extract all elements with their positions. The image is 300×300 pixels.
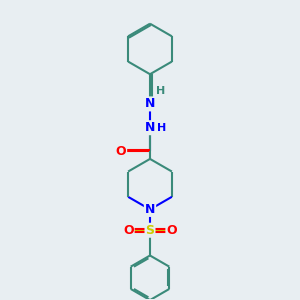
Text: O: O <box>123 224 134 237</box>
Text: H: H <box>157 123 166 133</box>
Text: S: S <box>146 224 154 237</box>
Text: N: N <box>145 121 155 134</box>
Text: O: O <box>167 224 177 237</box>
Text: H: H <box>156 85 165 96</box>
Text: O: O <box>116 145 126 158</box>
Text: N: N <box>145 203 155 216</box>
Text: N: N <box>145 98 155 110</box>
